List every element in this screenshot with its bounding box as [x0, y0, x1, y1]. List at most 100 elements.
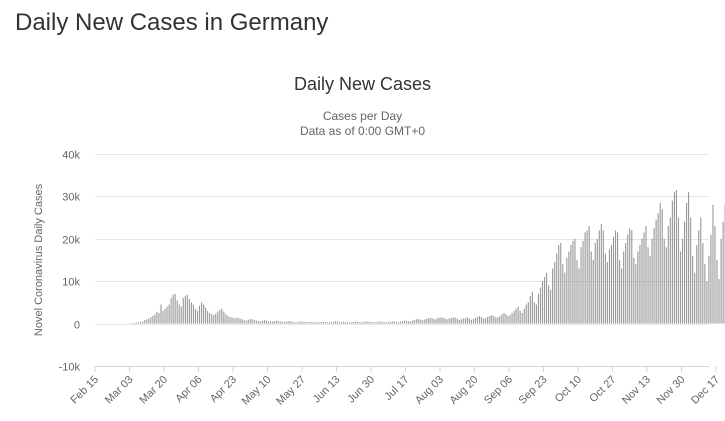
bar — [221, 308, 223, 324]
bar — [286, 321, 288, 324]
bar — [608, 249, 611, 324]
bar — [152, 315, 154, 324]
bar — [302, 321, 304, 324]
bar — [562, 264, 564, 324]
bar — [373, 322, 375, 324]
bar — [379, 321, 381, 324]
bar — [357, 321, 359, 324]
bar — [144, 320, 146, 324]
bar — [334, 321, 337, 324]
bar — [633, 257, 635, 324]
bar — [452, 317, 454, 324]
bar — [131, 322, 134, 324]
bar — [572, 240, 574, 324]
bar — [278, 321, 280, 324]
bar — [647, 247, 649, 324]
bar — [274, 321, 276, 324]
bar — [343, 321, 345, 324]
bar — [318, 322, 320, 324]
bar — [205, 307, 207, 324]
bar — [495, 317, 497, 324]
bar — [690, 217, 692, 324]
bar — [414, 319, 416, 324]
bar — [276, 320, 278, 324]
bar — [499, 315, 501, 324]
bar — [515, 308, 517, 324]
bar — [304, 321, 306, 324]
bar — [397, 322, 399, 324]
bar — [440, 317, 442, 324]
bar — [598, 230, 600, 324]
bar — [426, 318, 428, 324]
x-tick-label: Apr 06 — [173, 374, 204, 405]
bar — [667, 226, 669, 324]
bar — [448, 318, 450, 324]
bar — [614, 230, 617, 324]
bar — [138, 322, 140, 324]
bar — [592, 260, 594, 324]
bar — [487, 316, 489, 324]
bar — [606, 262, 608, 324]
bar — [649, 255, 651, 324]
y-tick-label: 30k — [62, 192, 80, 204]
bar — [176, 300, 178, 324]
bar — [377, 321, 379, 324]
bar — [142, 321, 144, 324]
bar — [450, 318, 452, 324]
bar — [552, 268, 554, 324]
bar — [718, 279, 720, 324]
bar — [509, 315, 511, 324]
bar — [602, 230, 604, 324]
bar — [136, 322, 138, 324]
bar — [710, 234, 712, 324]
bar — [162, 310, 164, 324]
bar — [655, 219, 657, 324]
chart-title: Daily New Cases — [293, 74, 432, 94]
bar — [574, 238, 576, 324]
bar — [519, 310, 521, 324]
bar — [424, 319, 426, 324]
bar — [584, 232, 586, 324]
x-tick-label: Mar 20 — [137, 374, 170, 407]
bar — [292, 321, 294, 324]
bar — [507, 315, 509, 324]
bar — [436, 318, 438, 324]
bar — [663, 238, 665, 324]
bar — [600, 223, 602, 324]
bar — [255, 320, 257, 324]
bar — [407, 321, 410, 324]
bar — [351, 322, 353, 324]
bar — [485, 318, 487, 324]
bar — [332, 321, 335, 324]
bar — [158, 313, 160, 324]
bar — [568, 251, 570, 324]
bar — [296, 322, 298, 324]
bar — [188, 299, 190, 324]
bar — [306, 322, 308, 324]
bar — [336, 321, 339, 324]
bar — [211, 314, 213, 324]
bar — [521, 313, 523, 324]
bar — [582, 240, 584, 324]
bar — [148, 318, 150, 324]
bar — [365, 321, 367, 324]
bar — [261, 320, 263, 324]
bar — [539, 287, 542, 324]
y-tick-label: 10k — [62, 277, 80, 289]
bar — [349, 322, 351, 324]
bar — [657, 213, 659, 324]
bar — [497, 317, 499, 324]
bar — [416, 319, 418, 324]
bar — [641, 238, 643, 324]
bar — [428, 318, 430, 324]
bar — [462, 318, 464, 324]
x-tick-label: Aug 03 — [413, 374, 446, 407]
x-tick-label: Oct 10 — [553, 374, 584, 405]
bar — [511, 313, 513, 324]
bar — [686, 202, 688, 324]
bar — [483, 318, 485, 324]
bar — [503, 313, 505, 324]
bar — [405, 320, 408, 324]
bar — [580, 247, 582, 324]
